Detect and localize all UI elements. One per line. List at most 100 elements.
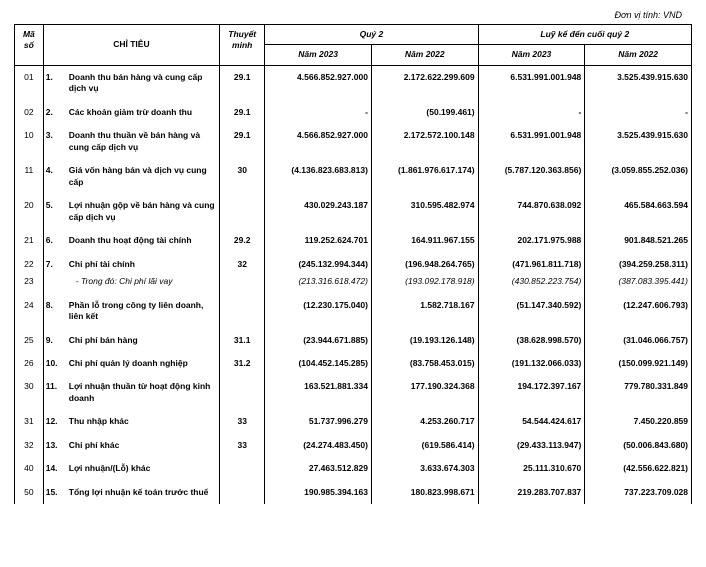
cell-ma: 30: [15, 375, 44, 410]
cell-value: (50.199.461): [371, 101, 478, 124]
cell-value: 54.544.424.617: [478, 410, 585, 433]
cell-value: (150.099.921.149): [585, 352, 692, 375]
hdr-lk-2022: Năm 2022: [585, 45, 692, 65]
cell-value: (50.006.843.680): [585, 434, 692, 457]
table-row: 2610.Chi phí quản lý doanh nghiệp31.2(10…: [15, 352, 692, 375]
table-row: 103.Doanh thu thuần về bán hàng và cung …: [15, 124, 692, 159]
cell-index: 15.: [43, 481, 66, 504]
cell-chitieu: Lợi nhuận/(Lỗ) khác: [66, 457, 220, 480]
cell-chitieu: Các khoản giảm trừ doanh thu: [66, 101, 220, 124]
cell-value: 737.223.709.028: [585, 481, 692, 504]
cell-ma: 31: [15, 410, 44, 433]
cell-value: 3.633.674.303: [371, 457, 478, 480]
cell-chitieu: Tổng lợi nhuận kế toán trước thuế: [66, 481, 220, 504]
table-row: 5015.Tổng lợi nhuận kế toán trước thuế19…: [15, 481, 692, 504]
cell-thuyetminh: 32: [220, 253, 265, 276]
cell-index: 10.: [43, 352, 66, 375]
cell-ma: 01: [15, 65, 44, 100]
cell-value: 3.525.439.915.630: [585, 65, 692, 100]
cell-value: 194.172.397.167: [478, 375, 585, 410]
cell-value: 2.172.622.299.609: [371, 65, 478, 100]
cell-value: (5.787.120.363.856): [478, 159, 585, 194]
cell-value: (29.433.113.947): [478, 434, 585, 457]
cell-value: -: [265, 101, 372, 124]
cell-value: (191.132.066.033): [478, 352, 585, 375]
table-row: 227.Chi phí tài chính32(245.132.994.344)…: [15, 253, 692, 276]
cell-index: 12.: [43, 410, 66, 433]
cell-value: 6.531.991.001.948: [478, 124, 585, 159]
cell-ma: 23: [15, 276, 44, 293]
cell-index: 13.: [43, 434, 66, 457]
cell-thuyetminh: 29.1: [220, 101, 265, 124]
cell-value: 310.595.482.974: [371, 194, 478, 229]
cell-index: 5.: [43, 194, 66, 229]
cell-value: -: [585, 101, 692, 124]
table-row: 3112.Thu nhập khác3351.737.996.2794.253.…: [15, 410, 692, 433]
cell-index: 6.: [43, 229, 66, 252]
table-row: 248.Phần lỗ trong công ty liên doanh, li…: [15, 294, 692, 329]
cell-ma: 22: [15, 253, 44, 276]
cell-ma: 21: [15, 229, 44, 252]
cell-value: (619.586.414): [371, 434, 478, 457]
cell-value: (12.230.175.040): [265, 294, 372, 329]
cell-index: 11.: [43, 375, 66, 410]
hdr-luyke: Luỹ kế đến cuối quý 2: [478, 25, 691, 45]
cell-thuyetminh: [220, 194, 265, 229]
cell-value: 1.582.718.167: [371, 294, 478, 329]
unit-label: Đơn vị tính: VND: [14, 10, 692, 20]
cell-index: 9.: [43, 329, 66, 352]
cell-thuyetminh: 31.2: [220, 352, 265, 375]
cell-value: (4.136.823.683.813): [265, 159, 372, 194]
cell-index: 2.: [43, 101, 66, 124]
cell-ma: 02: [15, 101, 44, 124]
cell-value: 164.911.967.155: [371, 229, 478, 252]
cell-value: (38.628.998.570): [478, 329, 585, 352]
table-row: 114.Giá vốn hàng bán và dịch vụ cung cấp…: [15, 159, 692, 194]
cell-thuyetminh: [220, 276, 265, 293]
cell-thuyetminh: 29.1: [220, 124, 265, 159]
cell-value: 744.870.638.092: [478, 194, 585, 229]
table-row: 23- Trong đó: Chi phí lãi vay(213.316.61…: [15, 276, 692, 293]
cell-value: 901.848.521.265: [585, 229, 692, 252]
cell-value: (51.147.340.592): [478, 294, 585, 329]
cell-chitieu: Chi phí tài chính: [66, 253, 220, 276]
cell-thuyetminh: 33: [220, 410, 265, 433]
table-row: 216.Doanh thu hoạt động tài chính29.2119…: [15, 229, 692, 252]
cell-thuyetminh: 30: [220, 159, 265, 194]
cell-index: 1.: [43, 65, 66, 100]
cell-value: 51.737.996.279: [265, 410, 372, 433]
cell-chitieu: Lợi nhuận thuần từ hoạt động kinh doanh: [66, 375, 220, 410]
cell-value: 180.823.998.671: [371, 481, 478, 504]
cell-value: 6.531.991.001.948: [478, 65, 585, 100]
cell-value: (245.132.994.344): [265, 253, 372, 276]
cell-thuyetminh: 33: [220, 434, 265, 457]
cell-value: (213.316.618.472): [265, 276, 372, 293]
cell-chitieu: Chi phí quản lý doanh nghiệp: [66, 352, 220, 375]
cell-value: 163.521.881.334: [265, 375, 372, 410]
cell-chitieu: Doanh thu hoạt động tài chính: [66, 229, 220, 252]
cell-value: (471.961.811.718): [478, 253, 585, 276]
cell-value: (12.247.606.793): [585, 294, 692, 329]
cell-thuyetminh: [220, 481, 265, 504]
hdr-lk-2023: Năm 2023: [478, 45, 585, 65]
cell-ma: 25: [15, 329, 44, 352]
cell-value: (1.861.976.617.174): [371, 159, 478, 194]
cell-chitieu: Chi phí khác: [66, 434, 220, 457]
cell-value: 119.252.624.701: [265, 229, 372, 252]
cell-value: (23.944.671.885): [265, 329, 372, 352]
cell-value: (3.059.855.252.036): [585, 159, 692, 194]
cell-value: (394.259.258.311): [585, 253, 692, 276]
cell-value: 27.463.512.829: [265, 457, 372, 480]
cell-chitieu: Giá vốn hàng bán và dịch vụ cung cấp: [66, 159, 220, 194]
financial-table: Mã số CHỈ TIÊU Thuyết minh Quý 2 Luỹ kế …: [14, 24, 692, 504]
cell-value: 177.190.324.368: [371, 375, 478, 410]
cell-ma: 26: [15, 352, 44, 375]
cell-thuyetminh: [220, 457, 265, 480]
cell-chitieu: Doanh thu thuần về bán hàng và cung cấp …: [66, 124, 220, 159]
cell-value: (387.083.395.441): [585, 276, 692, 293]
cell-ma: 32: [15, 434, 44, 457]
table-row: 3011.Lợi nhuận thuần từ hoạt động kinh d…: [15, 375, 692, 410]
cell-chitieu: Phần lỗ trong công ty liên doanh, liên k…: [66, 294, 220, 329]
hdr-q2-2023: Năm 2023: [265, 45, 372, 65]
table-body: 011.Doanh thu bán hàng và cung cấp dịch …: [15, 65, 692, 504]
